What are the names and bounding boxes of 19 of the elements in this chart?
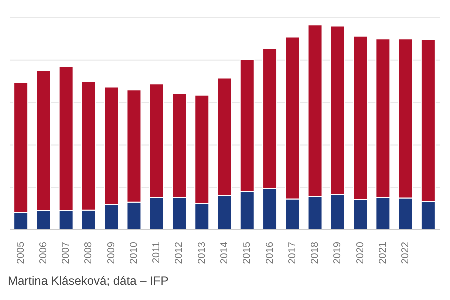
x-tick-label: 2014: [220, 242, 230, 264]
x-tick-label: 2017: [287, 242, 298, 264]
text: Martina Kláseková; dáta – IFP: [8, 274, 170, 288]
x-tick-label: 2008: [84, 242, 95, 264]
x-tick-label: 2022: [400, 242, 412, 264]
x-tick-label: 2021: [378, 242, 389, 264]
x-tick-label: 2020: [355, 242, 366, 264]
x-tick-label: 2018: [310, 242, 322, 264]
x-tick-label: 2010: [128, 242, 140, 264]
x-tick-label: 2009: [106, 242, 118, 264]
x-tick-label: 2015: [242, 242, 254, 264]
x-tick-label: 2012: [174, 242, 186, 264]
x-tick-label: 2006: [38, 242, 50, 264]
x-tick-label: 2005: [16, 242, 27, 264]
x-tick-label: 2013: [196, 242, 208, 264]
x-tick-label: 2011: [152, 242, 163, 264]
x-tick-label: 2016: [264, 242, 276, 264]
x-tick-label: 2019: [332, 242, 344, 264]
x-tick-label: 2007: [61, 242, 72, 264]
